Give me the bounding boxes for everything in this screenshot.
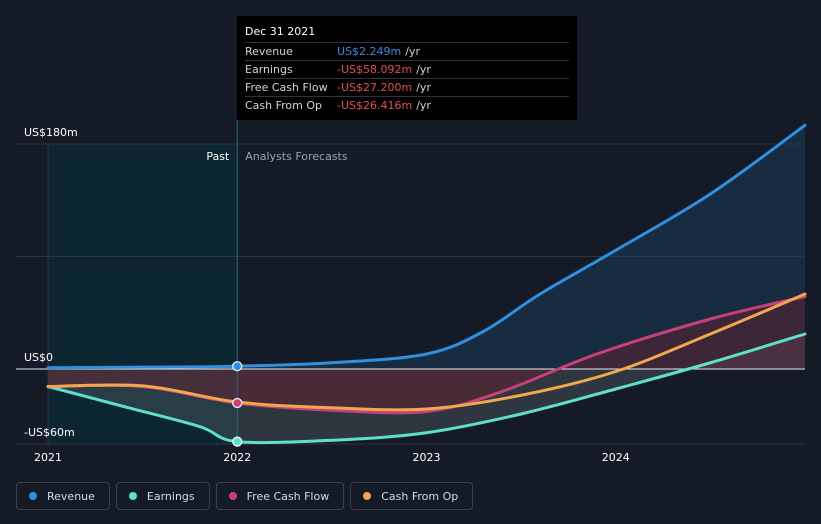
- y-tick-label: US$0: [24, 351, 53, 364]
- free-cash-flow-dot-icon: [228, 492, 237, 500]
- y-tick-label: US$180m: [24, 126, 78, 139]
- legend: Revenue Earnings Free Cash Flow Cash Fro…: [16, 482, 474, 510]
- legend-label: Earnings: [146, 489, 195, 503]
- earnings-line: [46, 332, 807, 445]
- revenue-point: [232, 361, 243, 372]
- x-tick-label: 2024: [602, 451, 630, 464]
- tooltip-value: -US$26.416m: [337, 99, 413, 112]
- chart-area: US$180m US$0 -US$60m 2021 2022 2023 2024 Past An…: [16, 120, 807, 464]
- past-label: Past: [206, 150, 230, 163]
- tooltip-value: US$2.249m: [337, 45, 402, 58]
- forecast-label: Analysts Forecasts: [245, 150, 348, 163]
- legend-label: Free Cash Flow: [246, 489, 330, 503]
- tooltip-value: -US$27.200m: [337, 81, 413, 94]
- tooltip-label: Cash From Op: [245, 99, 323, 112]
- legend-item-revenue[interactable]: Revenue: [16, 482, 110, 510]
- tooltip-unit: /yr: [416, 81, 431, 94]
- revenue-line: [46, 123, 807, 370]
- revenue-dot-icon: [29, 492, 37, 500]
- tooltip-row-free-cash-flow: Free Cash Flow -US$27.200m /yr: [245, 79, 569, 97]
- tooltip-row-cash-from-op: Cash From Op -US$26.416m /yr: [245, 97, 569, 114]
- earnings-dot-icon: [128, 492, 137, 500]
- tooltip-row-revenue: Revenue US$2.249m /yr: [245, 43, 569, 61]
- legend-item-earnings[interactable]: Earnings: [115, 482, 210, 510]
- cash-from-op-line: [46, 292, 807, 412]
- x-tick-label: 2023: [413, 451, 441, 464]
- y-tick-label: -US$60m: [24, 426, 75, 439]
- earnings-point: [232, 436, 243, 447]
- tooltip: Dec 31 2021 Revenue US$2.249m /yr Earnin…: [237, 16, 577, 120]
- legend-label: Revenue: [47, 489, 95, 503]
- legend-item-free-cash-flow[interactable]: Free Cash Flow: [215, 482, 345, 510]
- axis-labels: US$180m US$0 -US$60m 2021 2022 2023 2024 Past An…: [24, 126, 630, 464]
- legend-label: Cash From Op: [381, 489, 459, 503]
- legend-item-cash-from-op[interactable]: Cash From Op: [350, 482, 474, 510]
- tooltip-unit: /yr: [405, 45, 420, 58]
- tooltip-label: Revenue: [245, 45, 293, 58]
- tooltip-value: -US$58.092m: [337, 63, 413, 76]
- tooltip-label: Earnings: [245, 63, 293, 76]
- tooltip-unit: /yr: [416, 99, 431, 112]
- tooltip-date: Dec 31 2021: [245, 24, 569, 43]
- x-tick-label: 2022: [223, 451, 251, 464]
- series-lines: [16, 123, 807, 445]
- hover-points: [232, 361, 243, 447]
- x-tick-label: 2021: [34, 451, 62, 464]
- tooltip-label: Free Cash Flow: [245, 81, 328, 94]
- revenue-area: [48, 125, 805, 369]
- tooltip-row-earnings: Earnings -US$58.092m /yr: [245, 61, 569, 79]
- tooltip-unit: /yr: [416, 63, 431, 76]
- gridlines: [16, 143, 805, 445]
- free-cash-flow-point: [232, 397, 243, 409]
- cash-from-op-dot-icon: [363, 492, 372, 500]
